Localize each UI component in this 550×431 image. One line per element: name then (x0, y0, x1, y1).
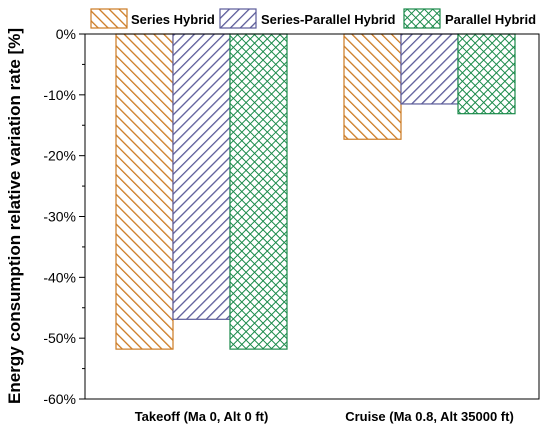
legend-label: Series-Parallel Hybrid (261, 12, 395, 27)
y-axis: 0% -10% -20% -30% -40% -50% -60% (43, 26, 85, 407)
bar-series-parallel-hybrid-1 (400, 33, 459, 105)
bar-parallel-hybrid-1 (457, 33, 516, 115)
legend-label: Series Hybrid (131, 12, 215, 27)
y-tick-label: -60% (43, 391, 76, 407)
bar-parallel-hybrid-0 (229, 33, 288, 350)
bar-series-parallel-hybrid-0 (172, 33, 231, 320)
bar-series-hybrid-1 (343, 33, 402, 140)
y-tick-label: -20% (43, 148, 76, 164)
y-tick-label: 0% (56, 26, 76, 42)
y-tick-label: -40% (43, 269, 76, 285)
x-axis: Takeoff (Ma 0, Alt 0 ft) Cruise (Ma 0.8, … (135, 409, 514, 424)
legend: Series Hybrid Series-Parallel Hybrid Paral… (90, 8, 536, 29)
legend-label: Parallel Hybrid (445, 12, 536, 27)
legend-swatch (90, 8, 128, 29)
x-category-label: Cruise (Ma 0.8, Alt 35000 ft) (345, 409, 514, 424)
x-category-label: Takeoff (Ma 0, Alt 0 ft) (135, 409, 269, 424)
legend-swatch (219, 8, 257, 29)
bar-series-hybrid-0 (115, 33, 174, 350)
bars-group (115, 33, 516, 350)
y-tick-label: -10% (43, 87, 76, 103)
y-tick-label: -30% (43, 209, 76, 225)
legend-swatch (403, 8, 441, 29)
y-tick-label: -50% (43, 330, 76, 346)
y-axis-title: Energy consumption relative variation ra… (5, 28, 24, 404)
